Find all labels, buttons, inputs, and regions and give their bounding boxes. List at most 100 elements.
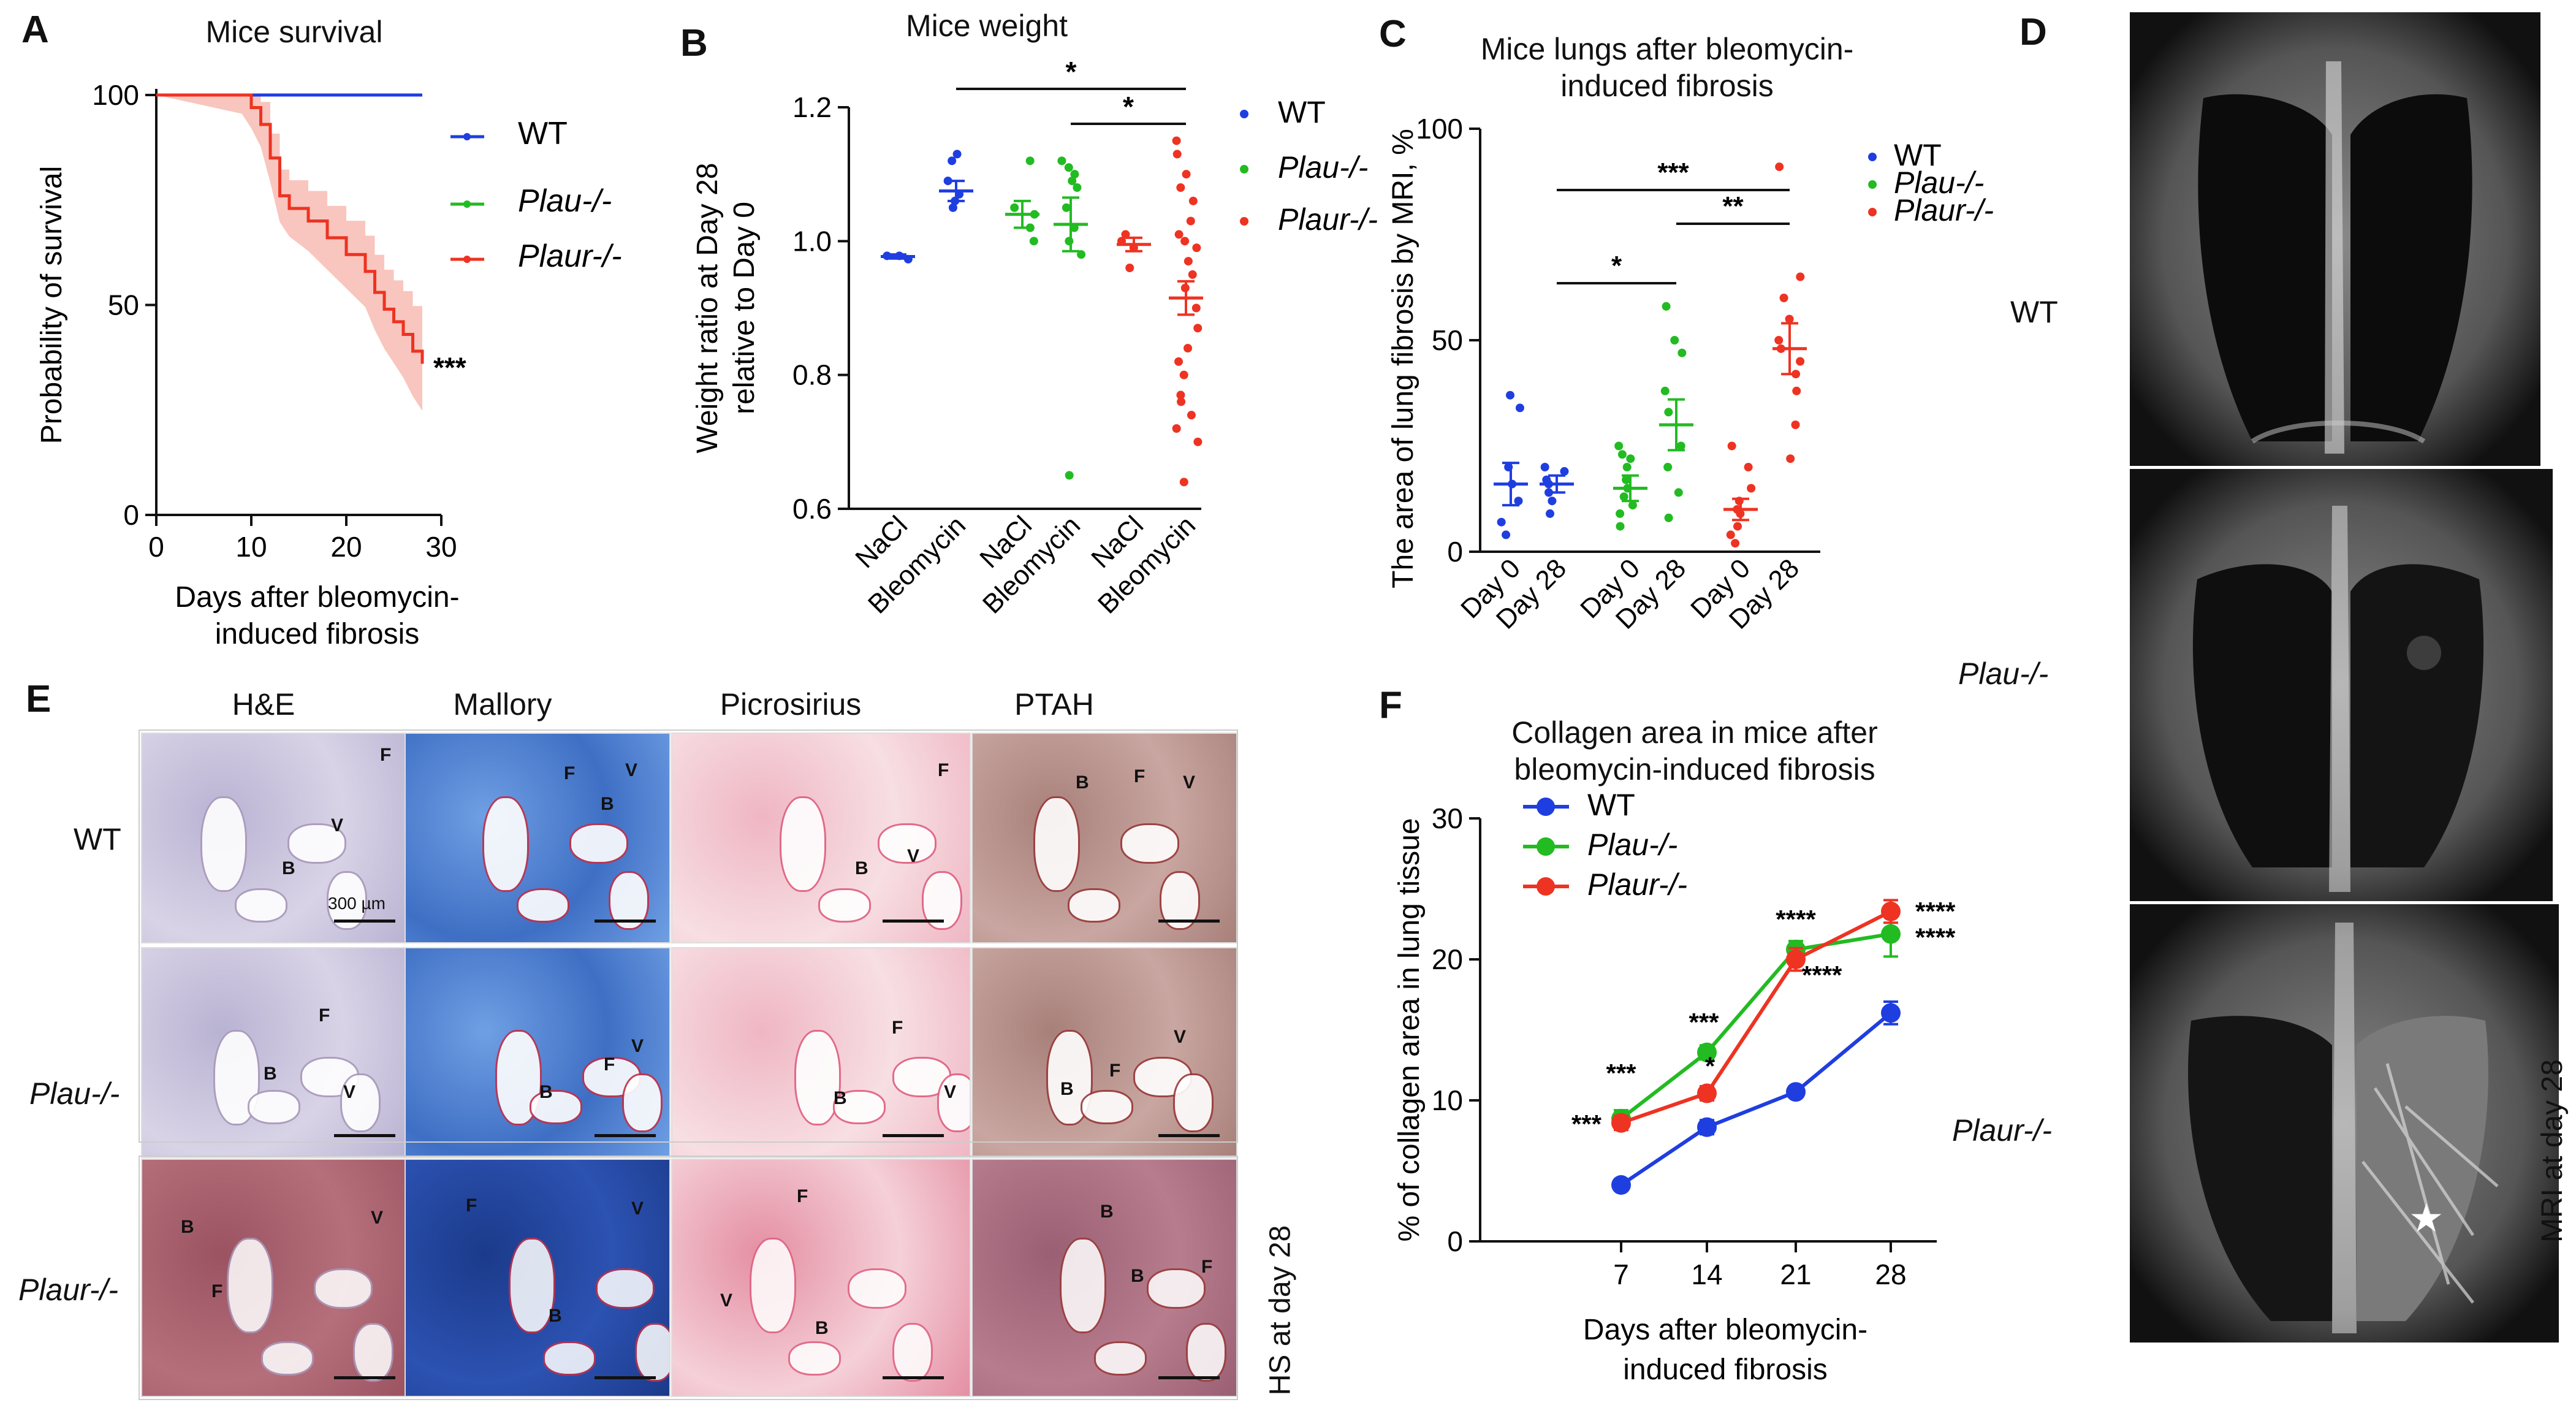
tissue-lumen <box>569 823 628 864</box>
histology-image <box>141 733 407 943</box>
y-tick-label: 0.6 <box>792 493 832 525</box>
data-point <box>1617 450 1627 459</box>
data-point <box>1184 257 1193 266</box>
tissue-lumen <box>530 1090 583 1125</box>
significance-label: *** <box>1571 1110 1602 1138</box>
legend-label: Plaur-/- <box>1278 202 1378 237</box>
tissue-lumen <box>750 1238 797 1334</box>
y-tick-label: 100 <box>1416 113 1463 145</box>
data-point <box>1187 411 1196 420</box>
histology-marker: V <box>331 815 344 836</box>
panel-letter-f: F <box>1379 684 1402 726</box>
data-point <box>1172 150 1182 159</box>
data-point <box>1542 475 1551 484</box>
significance-label: * <box>1611 251 1622 281</box>
significance-label: **** <box>1802 961 1842 989</box>
tissue-lumen <box>877 823 937 864</box>
panel-a-title: Mice survival <box>205 15 383 49</box>
mri-label-wt: WT <box>2010 295 2058 329</box>
significance-label: * <box>1705 1052 1715 1081</box>
mri-label-plaur: Plaur-/- <box>1952 1113 2053 1148</box>
data-point <box>1796 357 1805 366</box>
legend-marker <box>1537 837 1555 856</box>
tissue-lumen <box>595 1268 655 1309</box>
histology-marker: B <box>539 1082 553 1102</box>
tissue-lumen <box>788 1341 842 1376</box>
scale-bar <box>1158 920 1220 923</box>
data-point <box>1176 390 1185 400</box>
panel-c-title-line1: Mice lungs after bleomycin- <box>1480 32 1854 66</box>
data-point <box>1186 216 1195 226</box>
panel-letter-d: D <box>2019 11 2047 53</box>
data-point <box>1188 270 1197 279</box>
data-point <box>1179 478 1188 487</box>
tissue-lumen <box>1120 823 1179 864</box>
y-tick-label: 0 <box>1447 536 1463 568</box>
y-tick-label: 1.0 <box>792 225 832 257</box>
legend-label: Plau-/- <box>1587 828 1677 862</box>
histology-marker: B <box>1076 772 1089 793</box>
histology-marker: F <box>380 745 392 765</box>
tissue-lumen <box>832 1090 886 1125</box>
legend-marker <box>1240 165 1248 173</box>
data-point <box>1622 475 1631 484</box>
series-line <box>1620 910 1892 1125</box>
hist-row-plaur: Plaur-/- <box>18 1273 119 1307</box>
histology-marker: F <box>466 1195 477 1216</box>
y-tick-label: 50 <box>1432 324 1463 356</box>
y-tick-label: 0.8 <box>792 359 832 391</box>
significance-label: *** <box>1657 158 1689 188</box>
legend-label: Plau-/- <box>1894 166 1984 200</box>
hist-side-label: HS at day 28 <box>1264 1225 1297 1396</box>
data-point <box>1674 488 1683 497</box>
hist-col-mallory: Mallory <box>453 687 552 722</box>
x-tick-label: 10 <box>235 531 267 563</box>
scale-bar <box>334 1134 395 1137</box>
tissue-lumen <box>234 888 287 923</box>
data-point <box>1497 517 1506 527</box>
data-point <box>1628 501 1637 510</box>
mri-side-label: MRI at day 28 <box>2536 1059 2569 1243</box>
legend-marker <box>1868 153 1877 161</box>
data-point <box>1177 397 1186 406</box>
data-point <box>1747 484 1756 493</box>
x-tick-label: 0 <box>148 531 164 563</box>
tissue-lumen <box>892 1322 933 1382</box>
panel-f-title: Collagen area in mice after bleomycin-in… <box>1462 714 1928 788</box>
hist-row-wt: WT <box>74 822 121 856</box>
tissue-lumen <box>1081 1090 1134 1125</box>
tissue-lumen <box>260 1341 314 1376</box>
data-point <box>1174 357 1184 366</box>
mri-plaur: ★ <box>2130 904 2559 1343</box>
histology-marker: B <box>834 1088 847 1108</box>
data-point <box>1786 454 1795 463</box>
histology-marker: V <box>1174 1027 1187 1047</box>
data-point <box>1611 1175 1631 1195</box>
chart-survival: 0 50 100 0 10 20 30 Probability of survival Days… <box>36 79 622 650</box>
tissue-lumen <box>818 888 871 923</box>
tissue-lumen <box>516 888 569 923</box>
data-point <box>1881 1003 1901 1023</box>
histology-marker: V <box>343 1082 356 1102</box>
x-tick-label: 20 <box>330 531 362 563</box>
histology-marker: B <box>549 1306 562 1326</box>
y-axis-label-line1: Weight ratio at Day 28 <box>691 162 724 453</box>
histology-marker: V <box>371 1208 384 1228</box>
tissue-lumen <box>1033 796 1080 892</box>
data-point <box>1622 463 1632 471</box>
histology-marker: F <box>564 763 576 783</box>
histology-image <box>141 1159 407 1397</box>
significance-label: *** <box>1606 1059 1636 1087</box>
data-point <box>1545 509 1554 518</box>
data-point <box>1560 467 1569 476</box>
histology-image <box>671 1159 971 1397</box>
significance-label: **** <box>1915 897 1956 926</box>
data-point <box>1029 237 1038 246</box>
data-point <box>1733 522 1742 531</box>
hist-col-ptah: PTAH <box>1014 687 1094 722</box>
histology-marker: V <box>907 846 920 866</box>
data-point <box>1660 386 1670 395</box>
x-axis-label-line2: induced fibrosis <box>215 618 420 650</box>
histology-image <box>971 1159 1237 1397</box>
